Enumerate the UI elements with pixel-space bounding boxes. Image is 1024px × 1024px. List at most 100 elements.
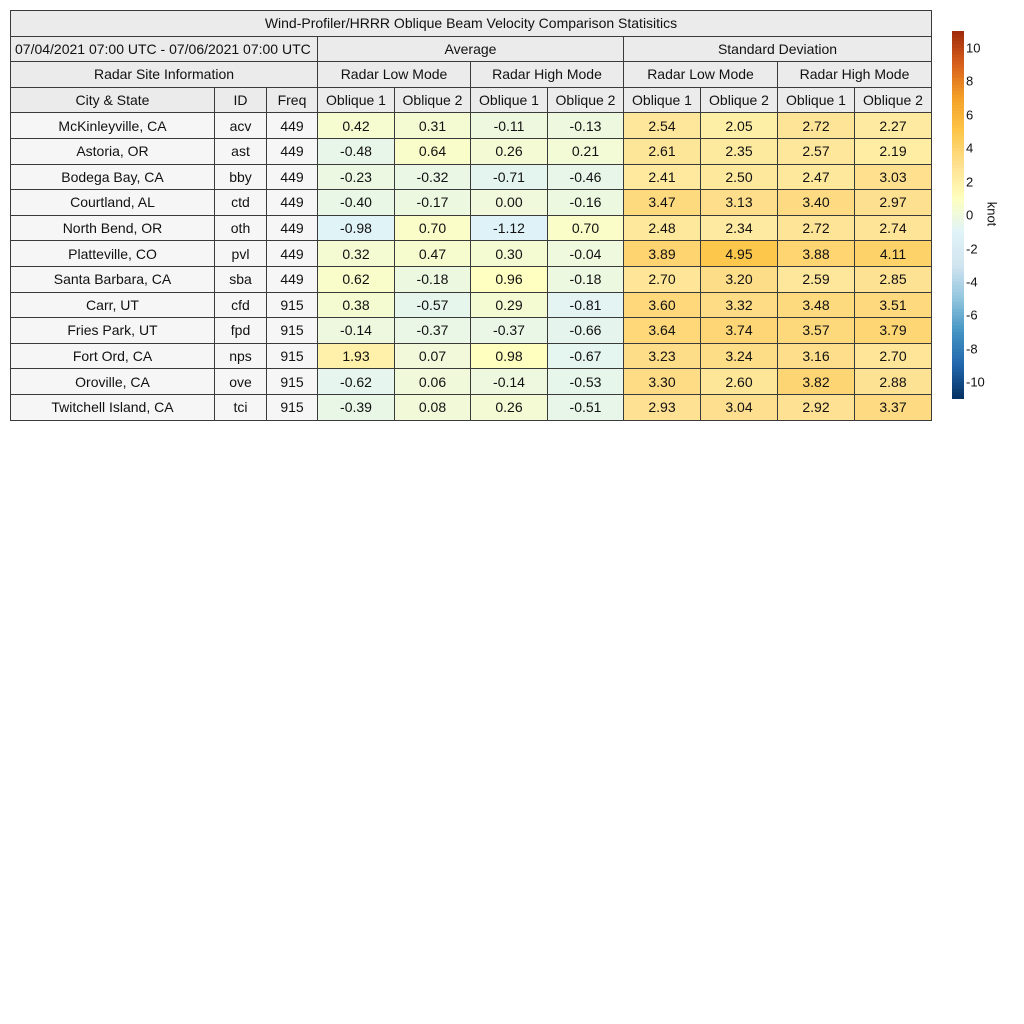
column-header: Oblique 2 — [700, 86, 778, 114]
colorbar-tick-label: -8 — [966, 341, 978, 357]
colorbar-segment — [952, 352, 964, 357]
colorbar-segment — [952, 238, 964, 243]
colorbar-tick-label: 10 — [966, 40, 981, 56]
colorbar-segment — [952, 51, 964, 56]
colorbar-segment — [952, 188, 964, 193]
value-cell: 2.54 — [623, 112, 701, 139]
colorbar-segment — [952, 288, 964, 293]
value-cell: 0.64 — [394, 137, 471, 165]
value-cell: 0.32 — [317, 240, 395, 267]
value-cell: 2.34 — [700, 214, 778, 242]
value-cell: 0.38 — [317, 291, 395, 319]
value-cell: 0.42 — [317, 112, 395, 139]
colorbar-segment — [952, 41, 964, 45]
site-city-cell: Platteville, CO — [10, 240, 215, 267]
value-cell: 0.29 — [470, 291, 548, 319]
colorbar-segment — [952, 298, 964, 303]
colorbar-segment — [952, 74, 964, 79]
value-cell: 2.92 — [777, 393, 855, 421]
colorbar-segment — [952, 101, 964, 106]
site-id-cell: cfd — [214, 291, 267, 319]
value-cell: -1.12 — [470, 214, 548, 242]
value-cell: -0.13 — [547, 112, 624, 139]
colorbar-segment — [952, 362, 964, 367]
value-cell: 0.08 — [394, 393, 471, 421]
value-cell: -0.48 — [317, 137, 395, 165]
site-freq-cell: 449 — [266, 112, 318, 139]
colorbar-segment — [952, 258, 964, 263]
site-id-cell: ove — [214, 368, 267, 395]
colorbar-segment — [952, 111, 964, 116]
column-header: Oblique 1 — [623, 86, 701, 114]
colorbar-segment — [952, 355, 964, 360]
site-freq-cell: 449 — [266, 265, 318, 293]
value-cell: 3.04 — [700, 393, 778, 421]
colorbar-segment — [952, 174, 964, 179]
colorbar-segment — [952, 372, 964, 377]
colorbar-segment — [952, 322, 964, 326]
site-city-cell: Carr, UT — [10, 291, 215, 319]
table-row: Fort Ord, CA nps 915 1.93 0.07 0.98 -0.67 3.23 3… — [10, 342, 932, 370]
colorbar-tick-label: 4 — [966, 140, 974, 156]
column-header: Oblique 1 — [470, 86, 548, 114]
colorbar-segment — [952, 171, 964, 176]
value-cell: 3.64 — [623, 317, 701, 344]
value-cell: 2.72 — [777, 214, 855, 242]
site-city-cell: Santa Barbara, CA — [10, 265, 215, 293]
value-cell: 3.74 — [700, 317, 778, 344]
std-group-header: Standard Deviation — [623, 35, 932, 63]
colorbar-tick-label: 8 — [966, 73, 974, 89]
colorbar-tick-label: 0 — [966, 207, 974, 223]
colorbar-segment — [952, 141, 964, 146]
value-cell: 2.05 — [700, 112, 778, 139]
colorbar-segment — [952, 201, 964, 206]
colorbar-segment — [952, 255, 964, 260]
table-row: Fries Park, UT fpd 915 -0.14 -0.37 -0.37 -0.66… — [10, 317, 932, 344]
site-city-cell: Fort Ord, CA — [10, 342, 215, 370]
colorbar-segment — [952, 138, 964, 142]
value-cell: -0.71 — [470, 163, 548, 191]
site-id-cell: pvl — [214, 240, 267, 267]
value-cell: 2.88 — [854, 368, 932, 395]
colorbar — [952, 31, 964, 399]
value-cell: 2.48 — [623, 214, 701, 242]
table-row: McKinleyville, CA acv 449 0.42 0.31 -0.11 -0.1… — [10, 112, 932, 139]
colorbar-segment — [952, 305, 964, 310]
value-cell: 3.24 — [700, 342, 778, 370]
table-row: Carr, UT cfd 915 0.38 -0.57 0.29 -0.81 3.60 3.32… — [10, 291, 932, 319]
value-cell: -0.32 — [394, 163, 471, 191]
site-id-cell: oth — [214, 214, 267, 242]
column-header: Oblique 1 — [317, 86, 395, 114]
site-freq-cell: 915 — [266, 317, 318, 344]
colorbar-tick-label: 6 — [966, 107, 974, 123]
colorbar-segment — [952, 221, 964, 226]
value-cell: 3.23 — [623, 342, 701, 370]
date-range: 07/04/2021 07:00 UTC - 07/06/2021 07:00 … — [10, 35, 318, 63]
value-cell: 3.32 — [700, 291, 778, 319]
value-cell: -0.62 — [317, 368, 395, 395]
value-cell: 0.26 — [470, 393, 548, 421]
colorbar-segment — [952, 71, 964, 76]
colorbar-segment — [952, 151, 964, 156]
site-id-cell: fpd — [214, 317, 267, 344]
value-cell: 4.11 — [854, 240, 932, 267]
value-cell: 3.47 — [623, 189, 701, 216]
value-cell: 2.47 — [777, 163, 855, 191]
colorbar-segment — [952, 225, 964, 229]
table-row: North Bend, OR oth 449 -0.98 0.70 -1.12 0.70 2.… — [10, 214, 932, 242]
site-id-cell: sba — [214, 265, 267, 293]
colorbar-tick-label: 2 — [966, 174, 974, 189]
colorbar-segment — [952, 218, 964, 223]
colorbar-segment — [952, 54, 964, 59]
value-cell: 3.51 — [854, 291, 932, 319]
value-cell: 0.70 — [547, 214, 624, 242]
colorbar-segment — [952, 114, 964, 119]
value-cell: 0.98 — [470, 342, 548, 370]
table-title: Wind-Profiler/HRRR Oblique Beam Velocity… — [10, 10, 932, 37]
colorbar-segment — [952, 248, 964, 253]
value-cell: 2.41 — [623, 163, 701, 191]
site-city-cell: McKinleyville, CA — [10, 112, 215, 139]
colorbar-segment — [952, 84, 964, 89]
colorbar-segment — [952, 128, 964, 132]
table-row: Oroville, CA ove 915 -0.62 0.06 -0.14 -0.53 3.3… — [10, 368, 932, 395]
